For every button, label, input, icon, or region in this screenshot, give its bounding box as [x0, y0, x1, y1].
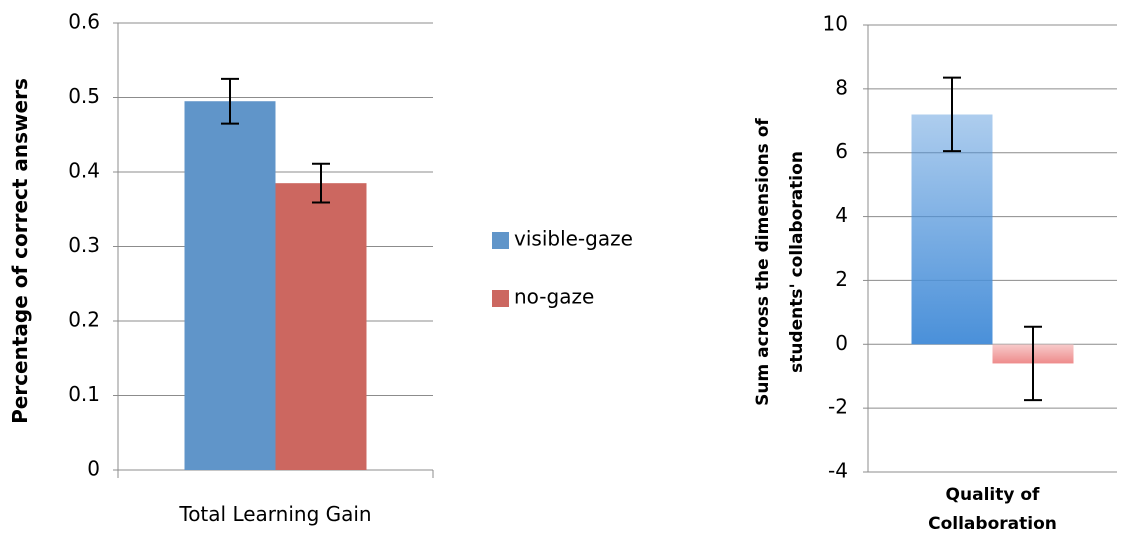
bar — [911, 114, 993, 345]
y-tick-label: 0 — [87, 457, 100, 481]
error-bar — [221, 77, 239, 125]
y-tick-label: 0.2 — [68, 308, 100, 332]
error-bar — [1024, 325, 1042, 402]
y-axis-label: Percentage of correct answers — [8, 78, 32, 424]
x-tick-label: Quality of Collaboration — [928, 485, 1057, 534]
y-tick-label: 4 — [835, 203, 848, 227]
x-tick-label: Total Learning Gain — [179, 502, 372, 526]
bar — [184, 101, 276, 470]
y-tick-label: -2 — [828, 395, 848, 419]
y-tick-label: 0.4 — [68, 159, 100, 183]
y-tick-label: 6 — [835, 139, 848, 163]
y-tick-label: 8 — [835, 75, 848, 99]
error-bar — [943, 76, 961, 153]
legend-swatch — [492, 290, 509, 307]
legend-swatch — [492, 232, 509, 249]
error-bar — [312, 162, 330, 204]
y-tick-label: -4 — [828, 459, 848, 483]
legend-label: no-gaze — [514, 285, 594, 309]
legend-label: visible-gaze — [514, 227, 633, 251]
y-axis-label: Sum across the dimensions of students' c… — [753, 118, 807, 406]
y-tick-label: 0.6 — [68, 10, 100, 34]
y-tick-label: 2 — [835, 267, 848, 291]
bar — [275, 183, 367, 471]
y-tick-label: 10 — [823, 12, 848, 36]
y-tick-label: 0 — [835, 331, 848, 355]
y-tick-label: 0.3 — [68, 233, 100, 257]
y-tick-label: 0.5 — [68, 84, 100, 108]
y-tick-label: 0.1 — [68, 382, 100, 406]
